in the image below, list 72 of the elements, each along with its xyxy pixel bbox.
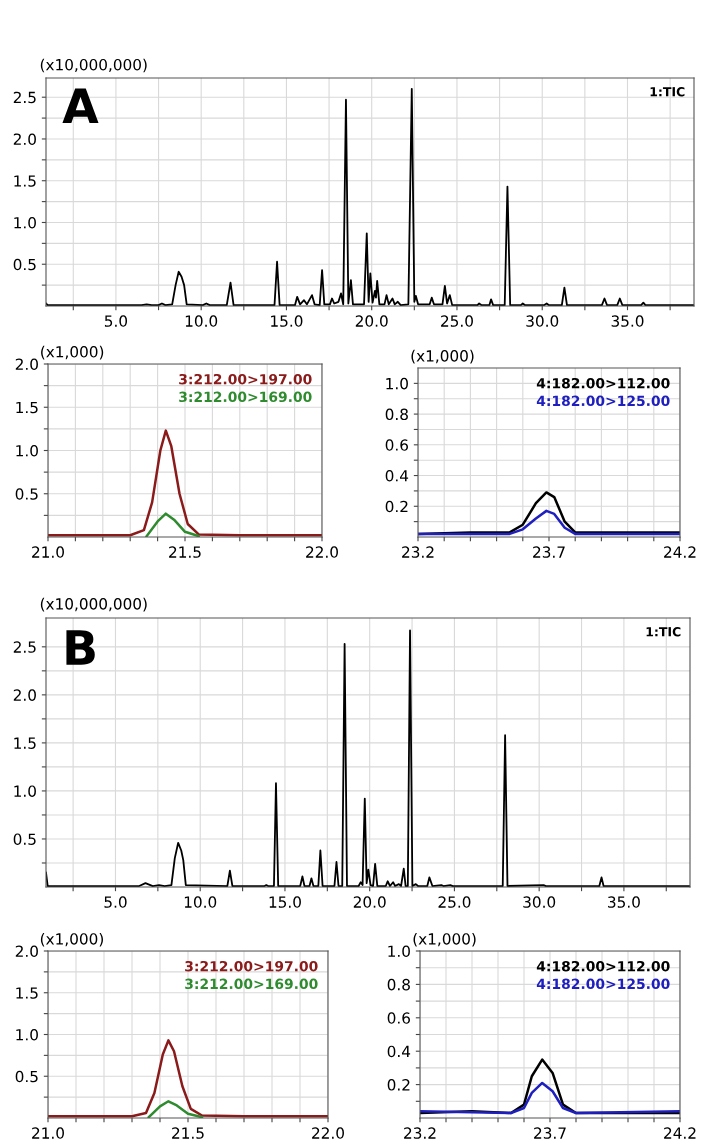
x-tick-label: 23.2 <box>402 546 434 558</box>
y-tick-label: 0.4 <box>387 1045 411 1058</box>
y-tick-label: 0.6 <box>385 439 409 451</box>
x-tick-label: 24.2 <box>664 1127 696 1139</box>
annotation: B <box>66 630 95 665</box>
y-tick-label: 0.2 <box>387 1079 410 1091</box>
y-tick-label: 1.0 <box>388 945 410 958</box>
y-tick-label: 1.5 <box>14 737 36 749</box>
y-axis-title: (x1,000) <box>41 345 104 360</box>
x-tick-label: 21.5 <box>169 546 201 558</box>
y-tick-label: 0.4 <box>385 470 409 482</box>
text: 4:182.00>112.00 <box>536 960 670 972</box>
x-tick-label: 22.0 <box>312 1127 344 1139</box>
x-tick-label: 21.5 <box>172 1127 204 1139</box>
text: 4:182.00>125.00 <box>536 978 670 990</box>
y-tick-label: 0.2 <box>385 500 408 513</box>
y-tick-label: 1.0 <box>16 1028 38 1041</box>
y-tick-label: 1.0 <box>386 377 408 390</box>
x-tick-label: 20.0 <box>355 315 388 327</box>
x-tick-label: 20.0 <box>353 896 386 908</box>
x-tick-label: 10.0 <box>184 896 217 908</box>
text: 4:182.00>125.00 <box>536 395 670 407</box>
annotation: A <box>62 88 99 123</box>
y-tick-label: 2.0 <box>15 358 38 371</box>
y-axis-title: (x1,000) <box>413 932 476 947</box>
text: 1:TIC <box>646 626 681 637</box>
y-axis-title: (x1,000) <box>411 349 474 364</box>
x-tick-label: 30.0 <box>526 315 559 327</box>
text: 3:212.00>197.00 <box>179 373 312 385</box>
x-tick-label: 25.0 <box>438 896 471 908</box>
y-tick-label: 0.5 <box>15 1070 38 1083</box>
x-tick-label: 15.0 <box>269 896 301 908</box>
y-tick-label: 1.5 <box>16 401 38 414</box>
x-tick-label: 23.2 <box>404 1127 436 1139</box>
x-tick-label: 22.0 <box>306 546 338 558</box>
x-tick-label: 5.0 <box>104 896 127 908</box>
y-tick-label: 0.8 <box>387 978 410 991</box>
y-axis-title: (x1,000) <box>40 932 103 947</box>
y-tick-label: 0.6 <box>387 1012 411 1024</box>
y-tick-label: 2.5 <box>13 641 36 653</box>
x-tick-label: 30.0 <box>523 896 556 908</box>
y-axis-title: (x10,000,000) <box>40 597 147 612</box>
y-tick-label: 0.5 <box>13 258 36 271</box>
y-tick-label: 2.0 <box>13 689 36 701</box>
y-tick-label: 0.5 <box>15 488 38 500</box>
y-tick-label: 0.8 <box>385 408 408 421</box>
y-tick-label: 1.0 <box>14 785 36 797</box>
text: 3:212.00>169.00 <box>185 978 318 990</box>
x-tick-label: 35.0 <box>611 315 644 327</box>
x-tick-label: 21.0 <box>32 546 64 558</box>
y-tick-label: 1.5 <box>16 987 38 999</box>
text: 4:182.00>112.00 <box>536 377 670 389</box>
y-tick-label: 0.5 <box>13 833 36 845</box>
text: 1:TIC <box>650 86 685 97</box>
x-tick-label: 25.0 <box>441 315 473 327</box>
y-tick-label: 1.0 <box>14 216 36 229</box>
y-tick-label: 2.0 <box>13 133 36 145</box>
x-tick-label: 10.0 <box>185 315 218 327</box>
text: 3:212.00>197.00 <box>185 960 318 972</box>
y-axis-title: (x10,000,000) <box>40 58 147 73</box>
x-tick-label: 15.0 <box>271 315 303 327</box>
x-tick-label: 21.0 <box>32 1127 64 1139</box>
y-tick-label: 2.0 <box>15 945 38 958</box>
y-tick-label: 1.0 <box>16 444 38 457</box>
x-tick-label: 35.0 <box>608 896 640 908</box>
text: 3:212.00>169.00 <box>179 391 312 403</box>
x-tick-label: 23.7 <box>533 546 565 558</box>
y-tick-label: 2.5 <box>13 91 36 104</box>
x-tick-label: 24.2 <box>664 546 696 558</box>
x-tick-label: 5.0 <box>104 315 128 327</box>
x-tick-label: 23.7 <box>534 1127 566 1139</box>
y-tick-label: 1.5 <box>14 175 36 187</box>
